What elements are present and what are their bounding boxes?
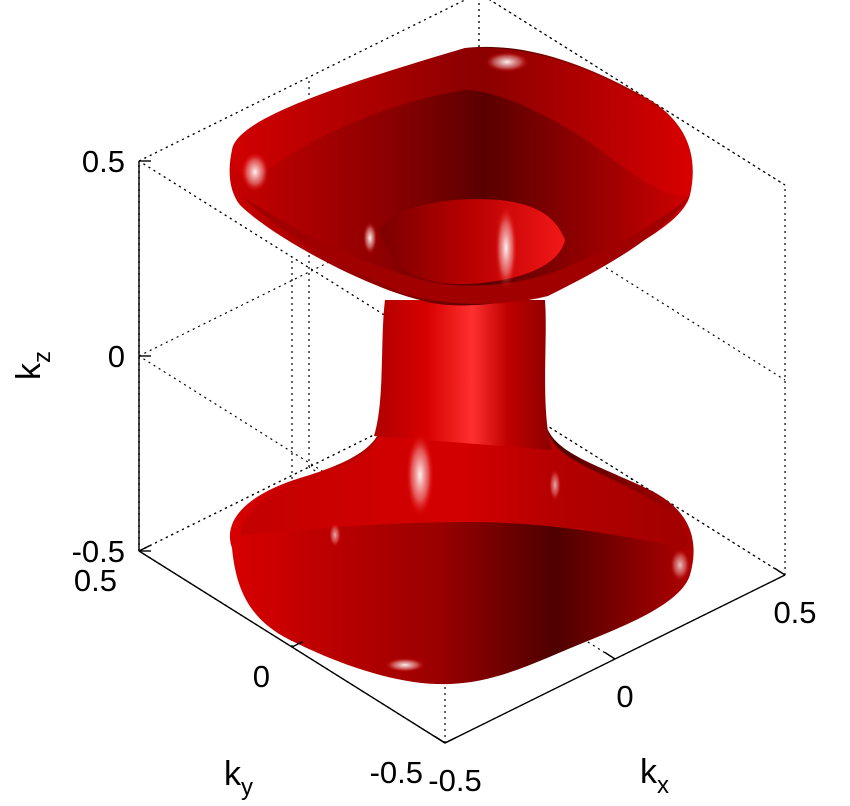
surface-highlight xyxy=(485,52,529,72)
y-tick xyxy=(291,640,304,648)
x-tick xyxy=(604,651,616,660)
x-axis-label: kx xyxy=(640,753,669,799)
x-tick-label: 0.5 xyxy=(773,595,816,630)
axis-labels: kx ky kz xyxy=(10,351,669,801)
z-axis-label-sub: z xyxy=(29,351,56,363)
surface-bottom-upper xyxy=(240,430,689,548)
grid-line xyxy=(489,0,786,186)
surface-highlight xyxy=(670,549,690,581)
y-axis-label-sub: y xyxy=(241,774,253,801)
surface-highlight xyxy=(241,152,269,192)
y-tick-label: 0 xyxy=(253,659,270,694)
surface-highlight xyxy=(363,222,377,254)
surface-inner-opening xyxy=(242,196,690,304)
z-tick-label: -0.5 xyxy=(72,534,125,569)
surface-neck xyxy=(374,300,552,450)
surface-highlight xyxy=(385,658,425,672)
y-tick-label: 0.5 xyxy=(74,563,117,598)
x-tick xyxy=(774,567,786,576)
surface-highlight xyxy=(549,469,561,501)
y-tick xyxy=(138,544,151,552)
x-axis-label-sub: x xyxy=(657,772,669,799)
y-axis-label-base: k xyxy=(224,755,242,793)
axes-lines xyxy=(138,160,786,744)
surface-top-rim xyxy=(232,47,693,196)
z-axis-label: kz xyxy=(10,351,56,380)
z-tick-label: 0.5 xyxy=(82,144,125,179)
x-tick-label: 0 xyxy=(616,679,633,714)
x-axis-label-base: k xyxy=(640,753,658,791)
surface-inner-throat xyxy=(380,199,565,285)
isosurface xyxy=(229,46,694,685)
z-tick-label: 0 xyxy=(108,339,125,374)
z-axis-label-base: k xyxy=(10,362,48,380)
y-tick-label: -0.5 xyxy=(370,755,423,790)
surface-highlight xyxy=(495,206,517,290)
surface-highlight xyxy=(406,433,434,517)
x-tick-label: -0.5 xyxy=(428,763,481,798)
surface-highlight xyxy=(329,523,341,547)
x-tick xyxy=(434,735,446,744)
y-tick xyxy=(444,736,457,744)
tick-labels: -0.500.5-0.500.5-0.500.5 xyxy=(72,144,817,798)
y-axis-label: ky xyxy=(224,755,253,801)
